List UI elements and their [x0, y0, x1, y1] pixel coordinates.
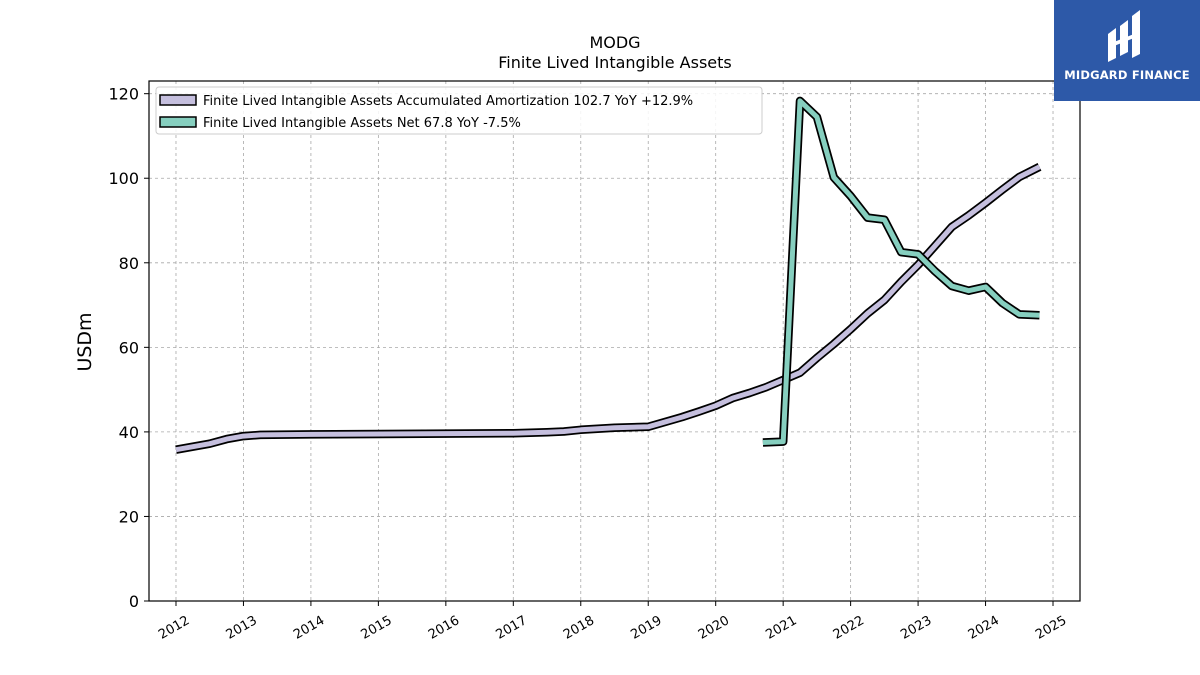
x-tick-label: 2025: [1033, 613, 1069, 643]
x-tick-label: 2019: [628, 613, 664, 643]
y-tick-label: 20: [119, 507, 139, 526]
grid-lines: [149, 81, 1080, 601]
y-tick-label: 40: [119, 423, 139, 442]
plot-frame: [148, 80, 1081, 602]
x-tick-label: 2013: [224, 613, 260, 643]
x-tick-label: 2022: [831, 613, 867, 643]
x-tick-label: 2014: [291, 613, 327, 643]
x-tick-label: 2023: [898, 613, 934, 643]
y-axis-label: USDm: [74, 312, 96, 371]
legend-box: [155, 86, 763, 135]
series-line-outline-1: [175, 163, 1042, 454]
x-tick-label: 2017: [493, 613, 529, 643]
y-tick-label: 0: [129, 592, 139, 611]
x-tick-label: 2016: [426, 613, 462, 643]
legend-label-1: Finite Lived Intangible Assets Accumulat…: [203, 94, 693, 109]
x-tick-label: 2015: [359, 613, 395, 643]
x-tick-label: 2012: [156, 613, 192, 643]
chart-title: MODG: [589, 33, 640, 52]
series-line-2: [762, 98, 1040, 445]
x-tick-label: 2021: [763, 613, 799, 643]
x-tick-label: 2024: [966, 613, 1002, 643]
series-line-outline-2: [762, 96, 1040, 447]
y-tick-label: 100: [108, 169, 139, 188]
legend-label-2: Finite Lived Intangible Assets Net 67.8 …: [203, 116, 521, 131]
series-lines: [175, 96, 1042, 454]
y-tick-label: 120: [108, 85, 139, 104]
brand-logo: MIDGARD FINANCE: [1054, 0, 1200, 101]
y-tick-label: 80: [119, 254, 139, 273]
legend: Finite Lived Intangible Assets Accumulat…: [155, 86, 763, 135]
midgard-logo-icon: [1108, 10, 1140, 62]
x-tick-label: 2018: [561, 613, 597, 643]
axis-ticks: 2012 2013 2014 2015 2016 2017 2018 2019 2020 2021…: [108, 85, 1069, 643]
brand-name: MIDGARD FINANCE: [1064, 68, 1190, 82]
series-line-1: [175, 164, 1041, 453]
y-tick-label: 60: [119, 338, 139, 357]
x-tick-label: 2020: [696, 613, 732, 643]
legend-swatch-2: [159, 116, 197, 128]
legend-swatch-1: [159, 94, 197, 106]
chart-subtitle: Finite Lived Intangible Assets: [498, 53, 731, 72]
